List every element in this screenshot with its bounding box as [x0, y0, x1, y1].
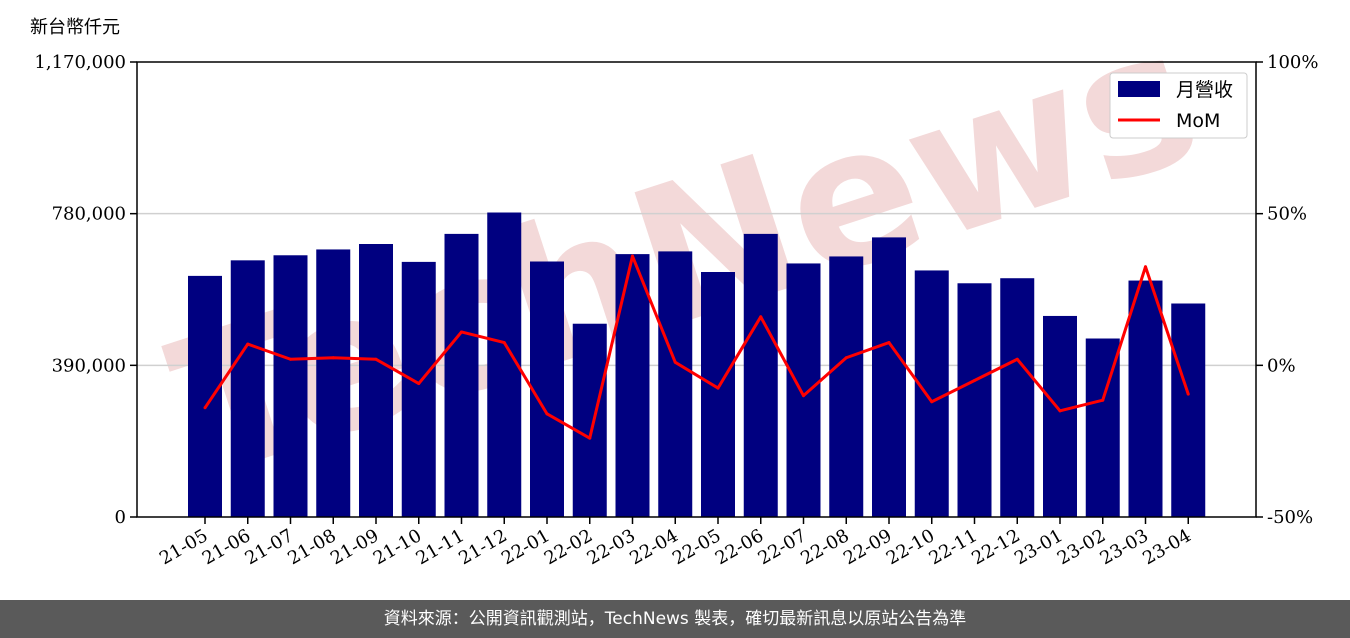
x-tick-label: 22-05 [669, 525, 724, 569]
revenue-bar [1000, 278, 1035, 517]
right-axis: -50% 0% 50% 100% [1256, 52, 1318, 528]
left-tick-label: 1,170,000 [34, 52, 126, 73]
x-tick-label: 22-06 [712, 525, 767, 569]
revenue-bar [572, 323, 607, 517]
mom-point [887, 341, 891, 345]
x-tick-label: 22-10 [883, 525, 938, 569]
mom-line-group [203, 254, 1190, 440]
mom-point [759, 315, 763, 319]
revenue-bar [957, 283, 992, 517]
mom-point [374, 357, 378, 361]
mom-point [802, 394, 805, 398]
x-tick-label: 22-07 [755, 525, 810, 569]
revenue-bar [188, 275, 222, 517]
x-tick-label: 21-10 [370, 525, 425, 569]
revenue-bar [914, 270, 949, 517]
revenue-bar [829, 256, 864, 517]
footer-source-note: 資料來源：公開資訊觀測站，TechNews 製表，確切最新訊息以原站公告為準 [0, 600, 1350, 638]
bars-group [188, 212, 1206, 517]
revenue-bar [444, 233, 479, 517]
x-tick-label: 22-09 [840, 525, 895, 569]
x-tick-label: 22-02 [541, 525, 596, 569]
mom-point [289, 357, 292, 361]
x-tick-label: 22-11 [926, 525, 981, 569]
revenue-bar [530, 261, 564, 517]
revenue-bar [401, 261, 436, 517]
plot-frame [136, 61, 1257, 518]
revenue-bar [487, 212, 522, 517]
legend-bar-label: 月營收 [1176, 79, 1233, 101]
right-tick-label: -50% [1267, 507, 1313, 528]
revenue-bar [872, 237, 906, 517]
revenue-bar [1128, 280, 1163, 517]
x-tick-label: 21-05 [156, 525, 211, 569]
mom-point [1101, 398, 1105, 402]
mom-point [673, 360, 677, 364]
x-tick-label: 22-08 [797, 525, 852, 569]
mom-point [1144, 265, 1147, 269]
x-tick-label: 23-04 [1139, 525, 1194, 569]
mom-point [588, 436, 592, 440]
right-tick-label: 50% [1267, 204, 1307, 225]
revenue-bar [743, 233, 778, 517]
mom-point [1015, 357, 1019, 361]
mom-point [417, 382, 421, 386]
mom-point [716, 386, 720, 390]
x-tick-label: 21-07 [242, 525, 297, 569]
x-tick-label: 22-03 [584, 525, 639, 569]
mom-point [545, 412, 549, 416]
revenue-bar [273, 255, 308, 517]
revenue-bar [615, 254, 650, 517]
x-tick-label: 23-02 [1054, 525, 1109, 569]
left-tick-label: 780,000 [52, 204, 126, 225]
revenue-bar [1171, 303, 1206, 517]
right-tick-label: 100% [1267, 52, 1318, 73]
x-tick-label: 22-01 [498, 525, 553, 569]
revenue-bar [230, 260, 265, 517]
left-axis: 0 390,000 780,000 1,170,000 [34, 52, 137, 528]
left-tick-label: 0 [115, 507, 126, 528]
x-axis: 21-0521-0621-0721-0821-0921-1021-1121-12… [156, 517, 1195, 569]
mom-point [502, 341, 506, 345]
mom-point [331, 356, 335, 360]
revenue-bar [359, 244, 393, 517]
x-tick-label: 21-08 [284, 525, 339, 569]
left-tick-label: 390,000 [52, 355, 126, 376]
mom-point [1186, 392, 1190, 396]
x-tick-label: 22-12 [968, 525, 1023, 569]
x-tick-label: 23-01 [1011, 525, 1066, 569]
mom-point [844, 356, 848, 360]
revenue-bar [701, 272, 735, 517]
mom-point [631, 254, 634, 258]
mom-point [460, 330, 463, 334]
mom-point [203, 406, 207, 410]
x-tick-label: 22-04 [626, 525, 681, 569]
revenue-bar [316, 249, 351, 517]
x-tick-label: 21-06 [199, 525, 254, 569]
right-tick-label: 0% [1267, 355, 1296, 376]
x-tick-label: 21-09 [327, 525, 382, 569]
x-tick-label: 23-03 [1097, 525, 1152, 569]
x-tick-label: 21-11 [413, 525, 468, 569]
legend-line-label: MoM [1176, 110, 1220, 132]
mom-point [1058, 409, 1062, 413]
legend-bar-swatch [1118, 81, 1160, 97]
revenue-bar [658, 251, 693, 517]
left-axis-unit-label: 新台幣仟元 [30, 17, 120, 38]
legend: 月營收 MoM [1109, 72, 1248, 139]
mom-line [203, 254, 1190, 440]
x-tick-label: 21-12 [455, 525, 510, 569]
revenue-bar [1043, 315, 1077, 517]
mom-point [973, 379, 976, 382]
mom-point [930, 400, 934, 404]
revenue-bar [786, 263, 821, 517]
mom-point [246, 342, 250, 346]
